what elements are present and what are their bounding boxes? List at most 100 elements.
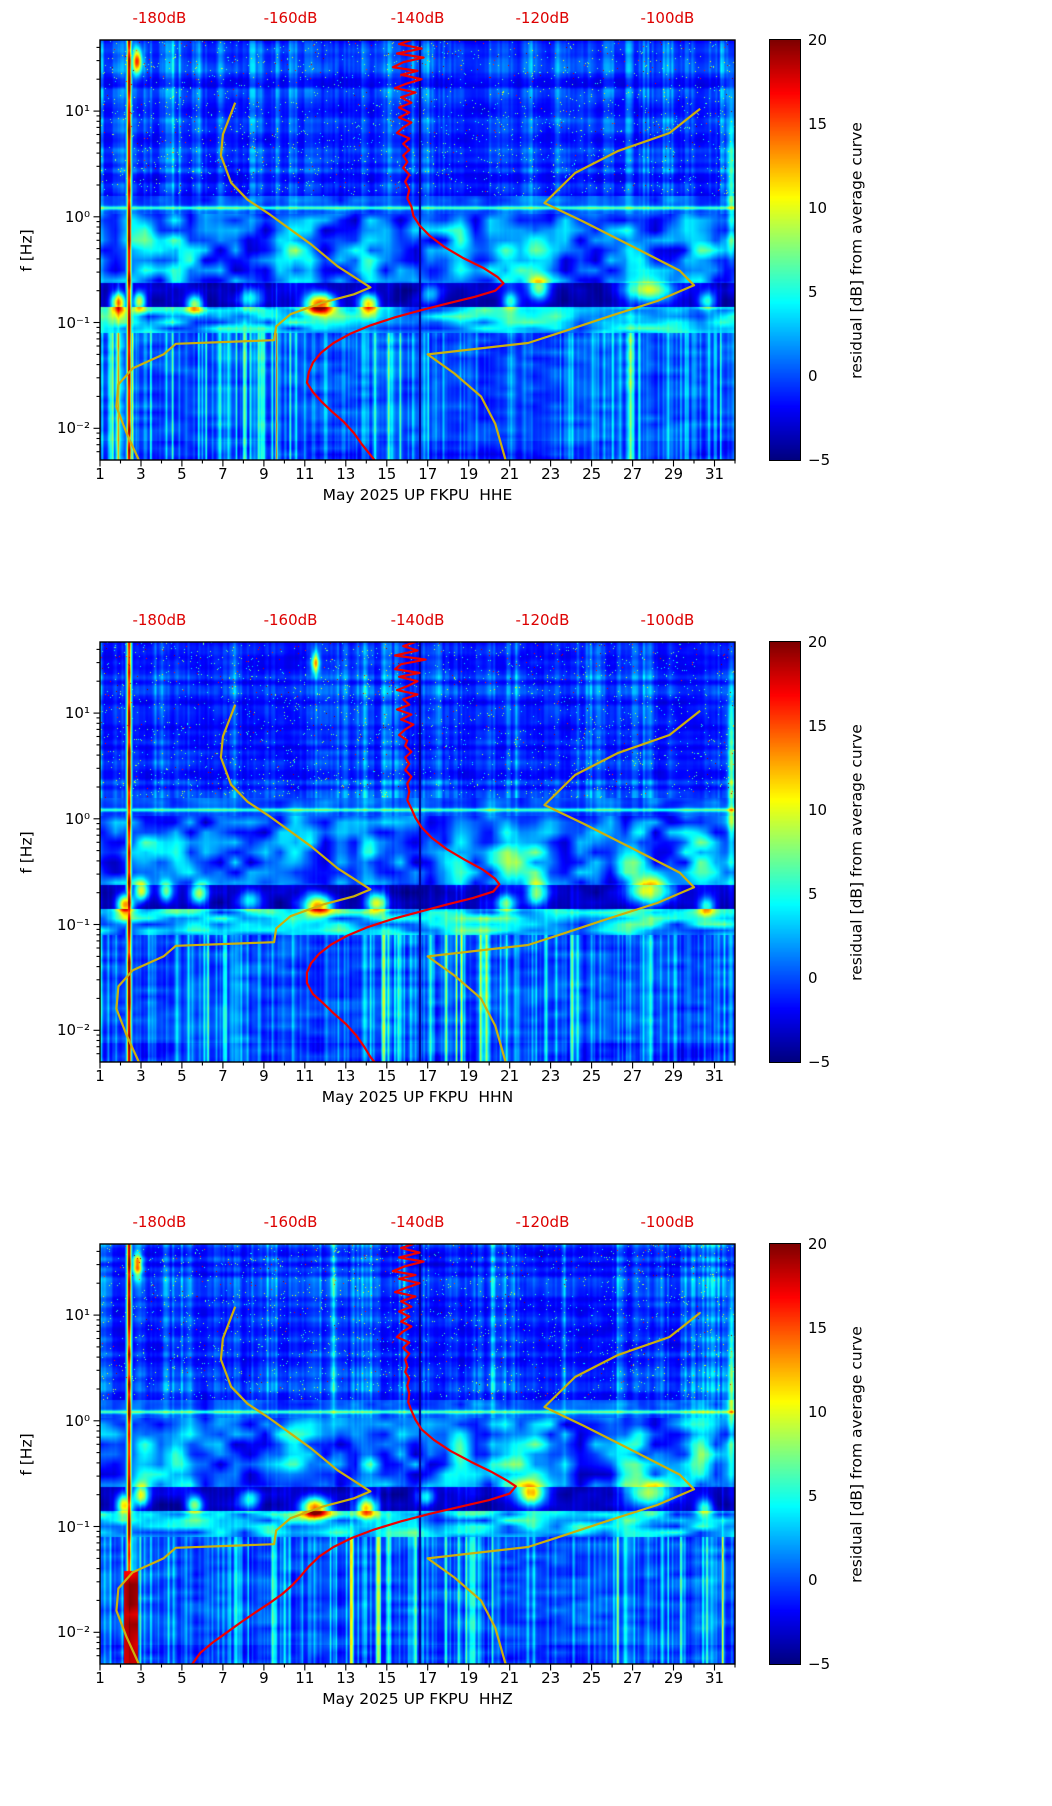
y-tick-label: 10⁻² [56,419,90,438]
y-tick-label: 10⁻¹ [56,915,90,934]
colorbar-label: residual [dB] from average curve [847,1326,866,1583]
x-axis-title: May 2025 UP FKPU HHZ [322,1690,513,1708]
spectrogram-panel-hhn: -180dB -160dB -140dB -120dB -100dB f [Hz] 10… [0,602,1052,1204]
colorbar-label: residual [dB] from average curve [847,724,866,981]
x-tick-label: 17 [418,1067,438,1085]
colorbar [769,39,801,461]
x-tick-label: 31 [704,465,725,483]
y-tick-label: 10⁻¹ [56,1517,90,1536]
y-tick-label: 10⁰ [64,1411,90,1430]
top-db-label: -160dB [263,1213,318,1231]
spectrogram-heatmap [100,40,735,460]
x-tick-label: 5 [177,465,187,483]
x-tick-label: 27 [623,465,643,483]
colorbar-tick-label: 0 [808,367,818,385]
top-db-label: -180dB [132,1213,187,1231]
colorbar-label: residual [dB] from average curve [847,122,866,379]
top-db-label: -160dB [263,9,318,27]
colorbar [769,1243,801,1665]
x-tick-label: 7 [218,465,228,483]
x-tick-label: 13 [336,1669,356,1687]
x-tick-label: 25 [582,465,602,483]
y-tick-label: 10¹ [64,704,90,723]
top-db-label: -140dB [390,1213,445,1231]
x-tick-label: 29 [664,1067,684,1085]
colorbar-tick-label: −5 [808,451,831,469]
top-db-label: -180dB [132,611,187,629]
x-tick-label: 11 [295,1669,315,1687]
top-db-label: -100dB [640,611,695,629]
x-tick-label: 25 [582,1669,602,1687]
colorbar-tick-label: 15 [808,1319,828,1337]
colorbar [769,641,801,1063]
x-tick-label: 21 [500,465,520,483]
x-tick-label: 21 [500,1669,520,1687]
x-tick-label: 15 [377,465,397,483]
colorbar-tick-label: 5 [808,885,818,903]
x-tick-label: 23 [541,465,561,483]
x-tick-label: 15 [377,1669,397,1687]
x-tick-label: 21 [500,1067,520,1085]
x-tick-label: 9 [259,1067,269,1085]
top-db-label: -100dB [640,9,695,27]
x-tick-label: 11 [295,465,315,483]
colorbar-tick-label: 10 [808,801,828,819]
x-tick-label: 9 [259,1669,269,1687]
top-db-label: -140dB [390,611,445,629]
x-tick-label: 29 [664,1669,684,1687]
x-tick-label: 17 [418,465,438,483]
y-tick-label: 10⁻¹ [56,313,90,332]
y-tick-label: 10⁰ [64,207,90,226]
x-axis-title: May 2025 UP FKPU HHN [321,1088,514,1106]
x-tick-label: 17 [418,1669,438,1687]
top-db-label: -100dB [640,1213,695,1231]
x-axis-title: May 2025 UP FKPU HHE [322,486,513,504]
spectrogram-panel-hhz: -180dB -160dB -140dB -120dB -100dB f [Hz] 10… [0,1204,1052,1806]
colorbar-tick-label: 5 [808,1487,818,1505]
top-db-label: -140dB [390,9,445,27]
x-tick-label: 5 [177,1067,187,1085]
colorbar-tick-label: 5 [808,283,818,301]
x-tick-label: 5 [177,1669,187,1687]
colorbar-tick-label: 20 [808,31,828,49]
x-tick-label: 19 [459,1669,479,1687]
y-tick-label: 10¹ [64,1306,90,1325]
x-tick-label: 1 [95,1669,105,1687]
x-tick-label: 23 [541,1669,561,1687]
y-tick-label: 10⁻² [56,1021,90,1040]
spectrogram-panel-hhe: -180dB -160dB -140dB -120dB -100dB f [Hz] 10… [0,0,1052,602]
colorbar-tick-label: −5 [808,1053,831,1071]
x-tick-label: 1 [95,465,105,483]
x-tick-label: 31 [704,1067,725,1085]
y-tick-label: 10⁻² [56,1623,90,1642]
colorbar-tick-label: −5 [808,1655,831,1673]
x-tick-label: 11 [295,1067,315,1085]
y-tick-label: 10⁰ [64,809,90,828]
x-tick-label: 7 [218,1669,228,1687]
x-tick-label: 3 [136,1067,146,1085]
x-tick-label: 25 [582,1067,602,1085]
y-tick-label: 10¹ [64,102,90,121]
x-tick-label: 31 [704,1669,725,1687]
x-tick-label: 9 [259,465,269,483]
x-tick-label: 13 [336,465,356,483]
top-db-label: -120dB [515,1213,570,1231]
colorbar-tick-label: 15 [808,717,828,735]
colorbar-tick-label: 20 [808,1235,828,1253]
x-tick-label: 23 [541,1067,561,1085]
x-tick-label: 7 [218,1067,228,1085]
spectrogram-heatmap [100,642,735,1062]
x-tick-label: 27 [623,1067,643,1085]
colorbar-tick-label: 10 [808,1403,828,1421]
x-tick-label: 15 [377,1067,397,1085]
colorbar-tick-label: 20 [808,633,828,651]
x-tick-label: 3 [136,1669,146,1687]
colorbar-tick-label: 15 [808,115,828,133]
top-db-label: -180dB [132,9,187,27]
x-tick-label: 29 [664,465,684,483]
x-tick-label: 13 [336,1067,356,1085]
colorbar-tick-label: 0 [808,1571,818,1589]
top-db-label: -120dB [515,611,570,629]
x-tick-label: 19 [459,465,479,483]
x-tick-label: 3 [136,465,146,483]
